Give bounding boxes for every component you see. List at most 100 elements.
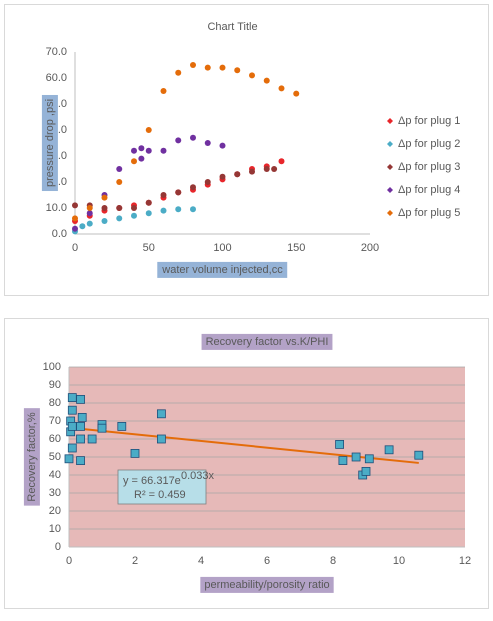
point: [76, 434, 85, 444]
point: [116, 179, 123, 185]
point: [175, 69, 182, 76]
point: [263, 166, 270, 172]
point: [67, 405, 77, 415]
y-tick-label: 100: [43, 361, 61, 373]
point: [76, 456, 85, 466]
legend-label: Δp for plug 3: [398, 161, 460, 173]
point: [131, 212, 137, 219]
point: [293, 90, 300, 97]
y-axis-title: pressure drop ,psi: [44, 99, 56, 187]
point: [414, 450, 424, 460]
point: [219, 64, 226, 71]
point: [156, 409, 166, 419]
point: [361, 466, 371, 476]
point: [145, 127, 152, 133]
point: [86, 210, 93, 217]
chart-title: Chart Title: [207, 21, 257, 33]
point: [145, 210, 152, 217]
point: [219, 173, 226, 180]
x-tick-label: 12: [459, 555, 471, 567]
x-axis-title-group: permeability/porosity ratio: [200, 576, 334, 593]
point: [271, 166, 278, 172]
point: [190, 62, 196, 68]
point: [72, 225, 78, 232]
y-tick-label: 60: [49, 433, 61, 445]
y-tick-label: 80: [49, 397, 61, 409]
point: [175, 206, 182, 213]
x-tick-label: 2: [132, 555, 138, 567]
x-axis-title: water volume injected,cc: [161, 264, 283, 276]
y-tick-label: 30: [49, 487, 61, 499]
point: [101, 194, 108, 201]
point: [101, 218, 108, 224]
x-tick-label: 6: [264, 555, 270, 567]
y-axis-title-background: [23, 408, 40, 506]
x-tick-label: 4: [198, 555, 204, 567]
x-tick-label: 0: [66, 555, 72, 567]
point: [204, 179, 211, 185]
x-axis-title-background: [157, 261, 288, 278]
legend-label: Δp for plug 1: [398, 115, 460, 127]
chart-title-group: Chart Title: [207, 21, 257, 33]
y-tick-label: 0: [55, 541, 61, 553]
point: [145, 199, 152, 206]
point: [384, 445, 394, 455]
point: [138, 155, 145, 162]
point: [145, 147, 152, 154]
y-tick-label: 10: [49, 523, 61, 535]
point: [190, 184, 196, 191]
chart-frame: [4, 4, 489, 296]
chart-title-group: Recovery factor vs.K/PHI: [201, 333, 333, 350]
y-tick-label: 20: [49, 505, 61, 517]
point: [67, 443, 77, 453]
point: [190, 206, 196, 213]
point: [131, 158, 137, 165]
point: [67, 393, 77, 403]
point: [175, 137, 182, 144]
point: [338, 456, 348, 466]
annotation: R² = 0.459: [134, 489, 186, 501]
annotation: y = 66.317e: [123, 475, 181, 487]
y-axis-title: Recovery factor,%: [26, 412, 38, 501]
point: [249, 72, 255, 79]
y-tick-label: 50: [49, 451, 61, 463]
point: [160, 207, 167, 214]
y-axis-title-group: Recovery factor,%: [23, 408, 40, 506]
point: [234, 171, 241, 178]
x-tick-label: 10: [393, 555, 405, 567]
point: [175, 189, 182, 196]
x-axis-title-group: water volume injected,cc: [157, 261, 288, 278]
point: [72, 202, 78, 209]
point: [364, 454, 374, 464]
x-tick-label: 8: [330, 555, 336, 567]
y-tick-label: 0.0: [52, 228, 67, 240]
point: [335, 439, 345, 449]
point: [67, 421, 77, 431]
chart-title-background: [201, 333, 333, 350]
point: [249, 168, 255, 175]
point: [263, 77, 270, 84]
point: [204, 64, 211, 71]
point: [204, 140, 211, 146]
x-tick-label: 100: [213, 242, 231, 254]
point: [76, 421, 85, 431]
point: [160, 192, 167, 198]
point: [86, 205, 93, 211]
legend-marker: [387, 210, 393, 216]
y-tick-label: 90: [49, 379, 61, 391]
point: [64, 454, 74, 464]
point: [76, 394, 85, 404]
point: [116, 166, 123, 172]
point: [86, 220, 93, 227]
annotation-box: [117, 469, 207, 505]
y-tick-label: 40: [49, 469, 61, 481]
point: [160, 88, 167, 94]
point: [138, 145, 145, 152]
annotation-exponent: 0.033x: [181, 470, 215, 482]
point: [72, 215, 78, 222]
point: [156, 434, 166, 444]
x-tick-label: 200: [361, 242, 379, 254]
legend-label: Δp for plug 2: [398, 138, 460, 150]
legend-label: Δp for plug 5: [398, 207, 460, 219]
